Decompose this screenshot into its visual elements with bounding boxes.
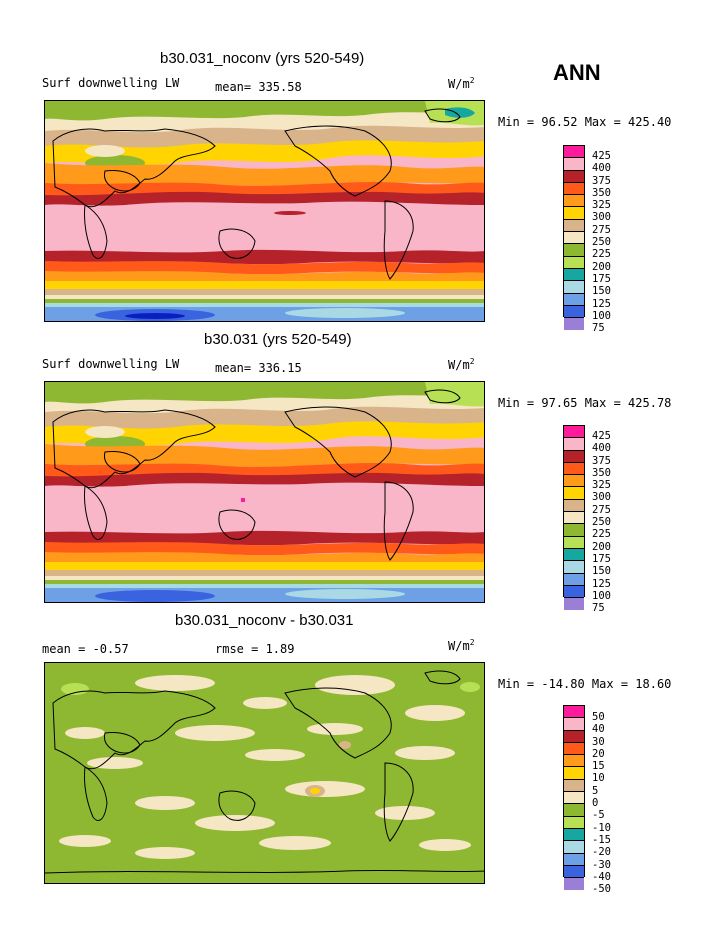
panel-3-mean: mean = -0.57	[42, 642, 129, 656]
panel-1-mean: mean= 335.58	[215, 80, 302, 94]
panel-1-map	[44, 100, 485, 322]
panel-1-title: b30.031_noconv (yrs 520-549)	[160, 50, 365, 67]
panel-2-colorbar-labels: 425 400 375 350 325 300 275 250 225 200 175 150 …	[592, 430, 611, 615]
panel-3-rmse: rmse = 1.89	[215, 642, 295, 656]
panel-2-variable-label: Surf downwelling LW	[42, 357, 180, 371]
panel-3-colorbar	[563, 705, 585, 891]
season-label: ANN	[553, 60, 601, 85]
panel-1-minmax: Min = 96.52 Max = 425.40	[498, 115, 672, 129]
panel-1-units: W/m2	[448, 76, 475, 91]
panel-2-title: b30.031 (yrs 520-549)	[204, 331, 352, 348]
panel-2-map	[44, 381, 485, 603]
panel-1-colorbar-labels: 425 400 375 350 325 300 275 250 225 200 175 150 …	[592, 150, 611, 335]
panel-3-title: b30.031_noconv - b30.031	[175, 612, 354, 629]
panel-2-colorbar	[563, 425, 585, 611]
panel-2-mean: mean= 336.15	[215, 361, 302, 375]
panel-2-minmax: Min = 97.65 Max = 425.78	[498, 396, 672, 410]
panel-3-units: W/m2	[448, 638, 475, 653]
panel-3-map	[44, 662, 485, 884]
panel-1-variable-label: Surf downwelling LW	[42, 76, 180, 90]
panel-3-colorbar-labels: 50 40 30 20 15 10 5 0 -5 -10 -15 -20 -30 -40 -50	[592, 711, 611, 896]
panel-1-colorbar	[563, 145, 585, 331]
panel-2-units: W/m2	[448, 357, 475, 372]
panel-3-minmax: Min = -14.80 Max = 18.60	[498, 677, 672, 691]
